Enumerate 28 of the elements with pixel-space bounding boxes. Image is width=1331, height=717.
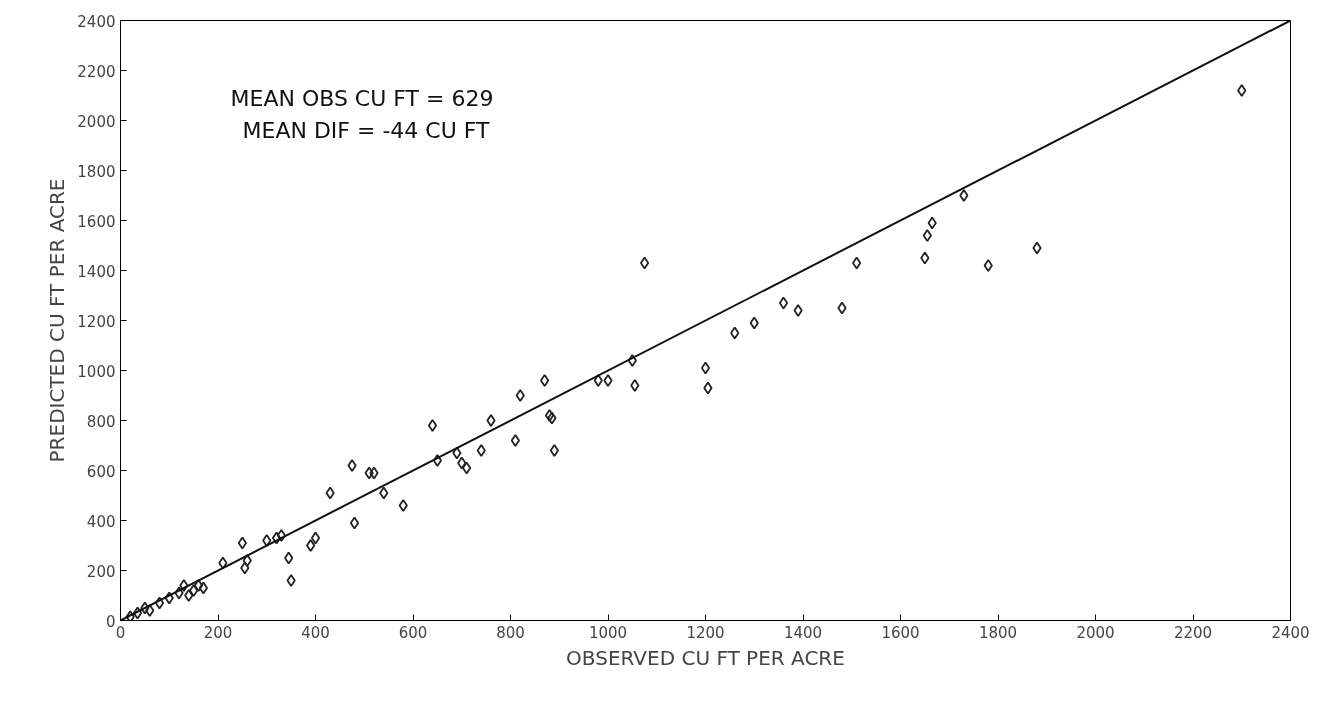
y-tick-label: 600 xyxy=(86,462,116,481)
y-tick-label: 400 xyxy=(86,512,116,531)
x-tick-label: 1400 xyxy=(783,623,823,642)
x-tick-label: 400 xyxy=(301,623,330,642)
y-tick-label: 1200 xyxy=(77,312,116,331)
x-tick-label: 1800 xyxy=(978,623,1018,642)
y-tick-label: 1800 xyxy=(77,162,116,181)
y-tick-label: 2000 xyxy=(77,112,116,131)
x-tick-label: 800 xyxy=(496,623,525,642)
y-tick-label: 1000 xyxy=(77,362,116,381)
y-tick-label: 1400 xyxy=(77,262,116,281)
y-tick-label: 1600 xyxy=(77,212,116,231)
y-tick-label: 2200 xyxy=(77,62,116,81)
x-tick-label: 2200 xyxy=(1173,623,1213,642)
x-tick-label: 2400 xyxy=(1271,623,1310,642)
x-tick-label: 1600 xyxy=(881,623,920,642)
x-tick-label: 1000 xyxy=(588,623,628,642)
y-axis-title: PREDICTED CU FT PER ACRE xyxy=(45,178,70,463)
x-tick-label: 600 xyxy=(398,623,428,642)
x-tick-label: 200 xyxy=(203,623,233,642)
y-tick-label: 200 xyxy=(86,562,116,581)
annotation: MEAN OBS CU FT = 629 xyxy=(230,85,494,111)
x-axis-title: OBSERVED CU FT PER ACRE xyxy=(566,645,845,670)
annotation: MEAN DIF = -44 CU FT xyxy=(242,117,491,143)
x-tick-label: 2000 xyxy=(1076,623,1115,642)
y-tick-label: 800 xyxy=(86,412,116,431)
x-tick-label: 1200 xyxy=(686,623,725,642)
y-tick-label: 2400 xyxy=(77,12,116,31)
